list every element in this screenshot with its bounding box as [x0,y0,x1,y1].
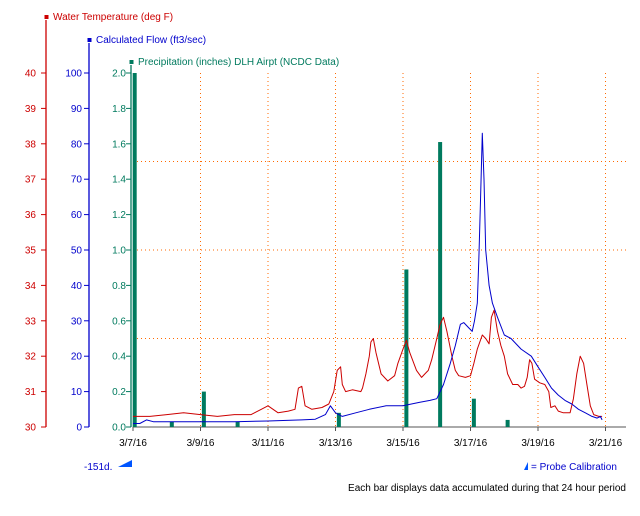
temperature-axis-title: Water Temperature (deg F) [53,12,173,23]
temperature-tick-label: 39 [25,104,37,115]
temperature-tick-label: 38 [25,139,37,150]
x-tick-label: 3/17/16 [454,438,488,449]
precip-bar [201,391,206,427]
flow-tick-label: 50 [71,246,83,257]
temperature-tick-label: 34 [25,281,37,292]
left-marker-label: -151d. [84,462,112,473]
flow-axis-cap [87,38,92,42]
probe-legend-icon [524,462,528,470]
precip-bar [438,142,443,427]
x-tick-label: 3/19/16 [521,438,555,449]
temperature-tick-label: 36 [25,210,37,221]
flow-tick-label: 90 [71,104,83,115]
chart: 3/7/16 3/9/16 3/11/16 3/13/16 3/15/16 3/17/16… [25,12,626,473]
precip-bar [505,419,510,427]
precipitation-axis-title: Precipitation (inches) DLH Airpt (NCDC D… [138,57,339,68]
x-tick-label: 3/9/16 [187,438,215,449]
probe-marker-icon [118,460,132,467]
precip-bar [404,269,409,427]
flow-tick-label: 30 [71,316,83,327]
flow-tick-label: 10 [71,387,83,398]
temperature-tick-label: 33 [25,316,37,327]
probe-legend-label: = Probe Calibration [531,462,617,473]
precipitation-axis-cap [129,60,134,64]
temperature-axis-cap [44,15,49,19]
flow-tick-label: 0 [76,423,82,434]
x-tick-label: 3/11/16 [252,438,285,449]
precipitation-tick-label: 1.0 [112,246,126,257]
precip-bar [235,421,240,427]
x-tick-label: 3/13/16 [319,438,353,449]
precipitation-tick-label: 0.6 [112,316,126,327]
temperature-tick-label: 32 [25,352,37,363]
precip-bar [169,421,174,427]
flow-tick-label: 20 [71,352,83,363]
x-tick-label: 3/15/16 [386,438,420,449]
precipitation-tick-label: 0.8 [112,281,126,292]
temperature-tick-label: 30 [25,423,37,434]
precipitation-tick-label: 0.0 [112,423,126,434]
precip-bar [132,73,137,427]
flow-tick-label: 40 [71,281,83,292]
footer-note: Each bar displays data accumulated durin… [348,483,626,494]
precipitation-tick-label: 1.2 [112,210,126,221]
precipitation-tick-label: 0.4 [112,352,126,363]
temperature-line [133,309,603,417]
precipitation-tick-label: 1.8 [112,104,126,115]
precipitation-tick-label: 0.2 [112,387,126,398]
temperature-tick-label: 37 [25,175,37,186]
flow-axis-title: Calculated Flow (ft3/sec) [96,35,206,46]
temperature-tick-label: 35 [25,246,37,257]
precipitation-tick-label: 1.6 [112,139,126,150]
precipitation-tick-label: 1.4 [112,175,126,186]
precip-bar [336,412,341,427]
flow-tick-label: 70 [71,175,83,186]
precip-bar [471,398,476,427]
flow-tick-label: 60 [71,210,83,221]
flow-line [133,132,603,424]
x-tick-label: 3/21/16 [589,438,623,449]
x-tick-label: 3/7/16 [119,438,147,449]
temperature-tick-label: 40 [25,69,37,80]
precipitation-tick-label: 2.0 [112,69,126,80]
temperature-tick-label: 31 [25,387,37,398]
flow-tick-label: 80 [71,139,83,150]
flow-tick-label: 100 [65,69,82,80]
